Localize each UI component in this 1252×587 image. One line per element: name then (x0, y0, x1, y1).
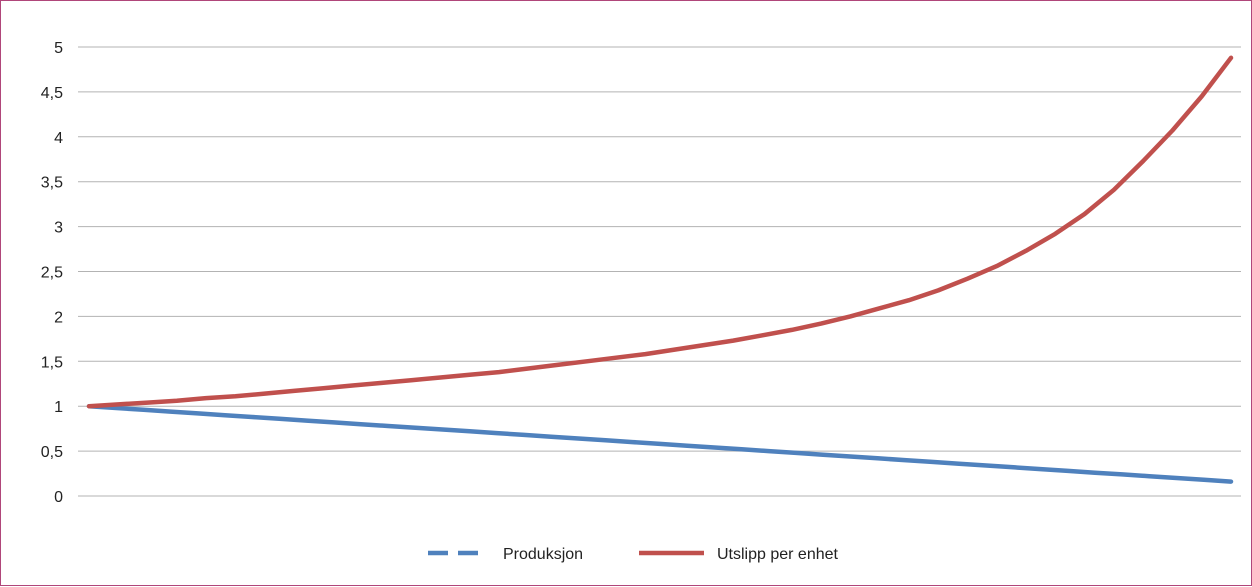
y-tick-label: 4 (54, 130, 63, 147)
y-tick-label: 3 (54, 220, 63, 237)
legend-label-utslipp-per-enhet: Utslipp per enhet (717, 546, 839, 563)
series-lines (86, 55, 1234, 484)
y-axis-ticks: 0 0,5 1 1,5 2 2,5 3 3,5 4 4,5 5 (41, 40, 63, 506)
y-tick-label: 1,5 (41, 354, 63, 371)
y-tick-label: 0,5 (41, 444, 63, 461)
series-line-utslipp-per-enhet (86, 55, 1234, 409)
legend-label-produksjon: Produksjon (503, 546, 583, 563)
legend: Produksjon Utslipp per enhet (428, 546, 839, 563)
y-tick-label: 0 (54, 489, 63, 506)
series-line-produksjon (86, 403, 1234, 484)
grid-lines (78, 46, 1241, 497)
y-tick-label: 3,5 (41, 175, 63, 192)
y-tick-label: 4,5 (41, 85, 63, 102)
y-tick-label: 2 (54, 309, 63, 326)
y-tick-label: 5 (54, 40, 63, 57)
y-tick-label: 2,5 (41, 265, 63, 282)
y-tick-label: 1 (54, 399, 63, 416)
